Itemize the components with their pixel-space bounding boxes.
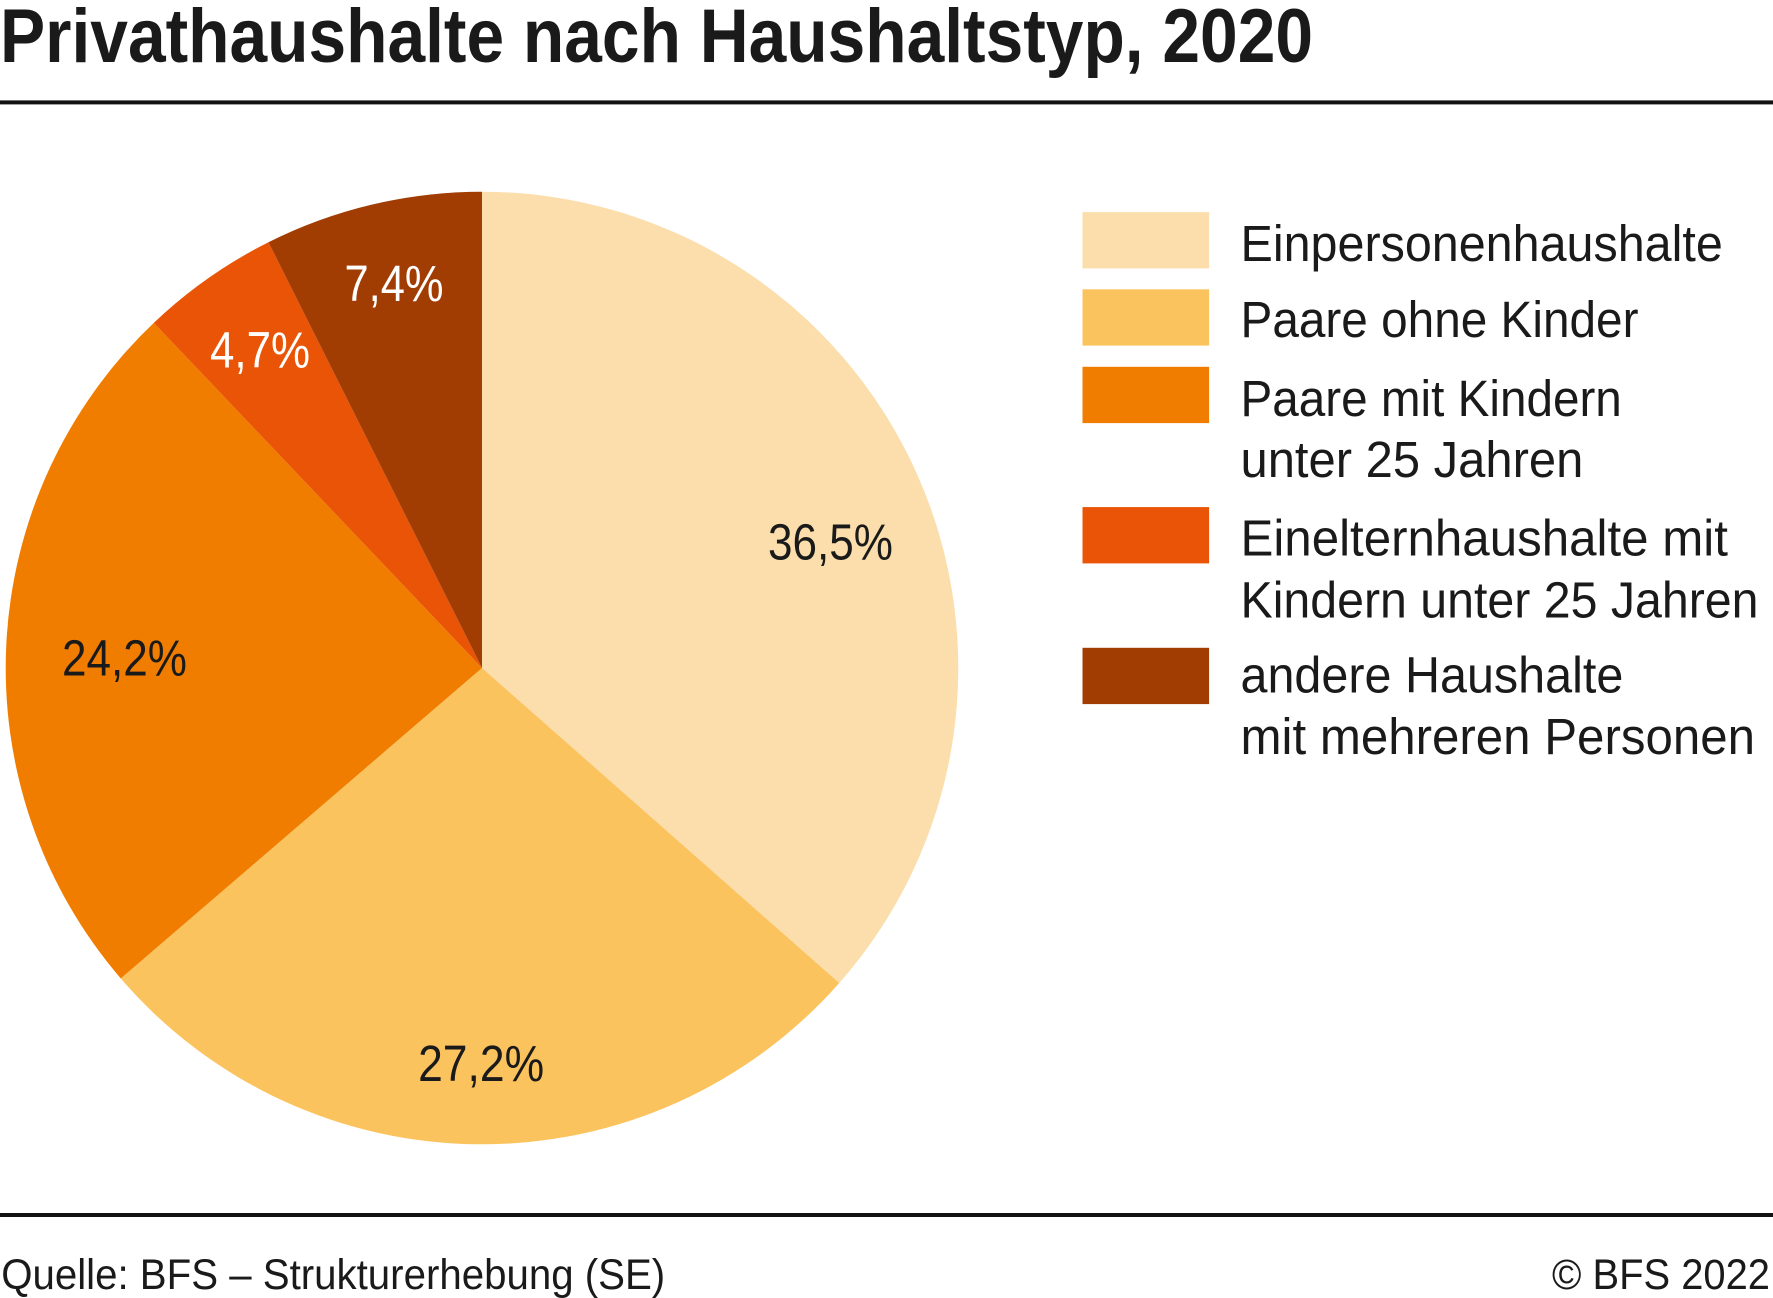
svg-text:Kindern unter 25 Jahren: Kindern unter 25 Jahren [1241, 571, 1759, 628]
svg-text:36,5%: 36,5% [768, 514, 893, 571]
svg-text:7,4%: 7,4% [345, 255, 444, 312]
svg-text:24,2%: 24,2% [62, 630, 187, 687]
svg-text:Paare mit Kindern: Paare mit Kindern [1241, 370, 1622, 427]
svg-text:Privathaushalte nach Haushalts: Privathaushalte nach Haushaltstyp, 2020 [0, 0, 1313, 79]
svg-text:Quelle: BFS – Strukturerhebung: Quelle: BFS – Strukturerhebung (SE) [1, 1251, 665, 1298]
svg-text:mit mehreren Personen: mit mehreren Personen [1241, 708, 1756, 765]
svg-text:andere Haushalte: andere Haushalte [1241, 646, 1624, 703]
svg-text:Einelternhaushalte mit: Einelternhaushalte mit [1241, 510, 1728, 567]
svg-text:Einpersonenhaushalte: Einpersonenhaushalte [1241, 215, 1723, 272]
svg-text:© BFS 2022: © BFS 2022 [1552, 1251, 1770, 1298]
svg-text:Paare ohne Kinder: Paare ohne Kinder [1241, 291, 1639, 348]
svg-text:4,7%: 4,7% [210, 322, 310, 379]
svg-text:27,2%: 27,2% [418, 1035, 544, 1092]
svg-text:unter 25 Jahren: unter 25 Jahren [1241, 431, 1584, 488]
